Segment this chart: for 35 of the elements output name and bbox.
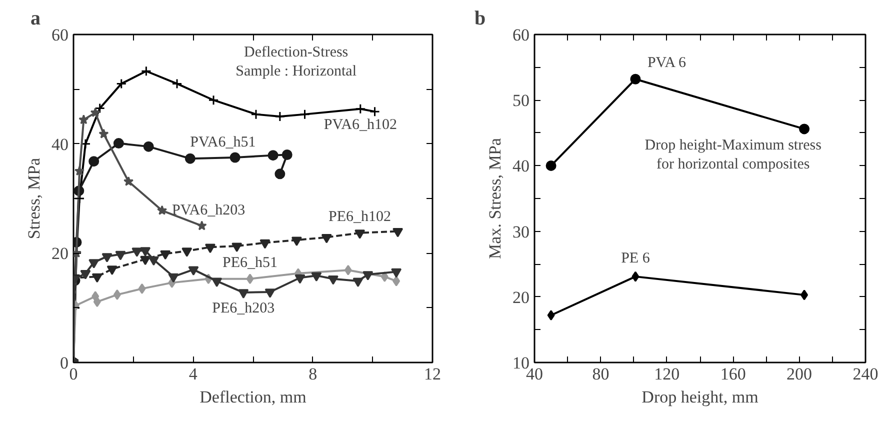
x-tick-label: 200	[786, 364, 812, 384]
y-axis-title: Stress, MPa	[24, 157, 44, 240]
y-tick-label: 50	[512, 91, 530, 110]
x-tick-label: 160	[720, 364, 746, 384]
annotation: PE6_h102	[328, 208, 392, 225]
annotation: for horizontal composites	[656, 156, 810, 173]
y-tick-label: 20	[52, 244, 68, 264]
x-axis-title: Deflection, mm	[200, 388, 306, 406]
x-axis-title: Drop height, mm	[642, 388, 758, 406]
x-tick-label: 12	[424, 364, 441, 384]
x-tick-label: 8	[308, 364, 318, 384]
x-tick-label: 4	[188, 364, 198, 384]
annotation: PVA6_h51	[190, 134, 256, 151]
y-tick-label: 30	[512, 222, 530, 242]
annotation: Sample : Horizontal	[236, 64, 356, 80]
annotation: Deflection-Stress	[244, 44, 348, 61]
annotation: PVA 6	[647, 55, 686, 72]
y-axis-title: Max. Stress, MPa	[486, 138, 504, 259]
x-tick-label: 120	[654, 364, 680, 384]
annotation: PVA6_h102	[324, 116, 397, 133]
y-tick-label: 40	[512, 156, 530, 176]
chart-title: a	[30, 8, 40, 30]
annotation: PE6_h51	[222, 254, 278, 271]
y-tick-label: 60	[52, 26, 68, 44]
y-tick-label: 40	[52, 134, 68, 154]
annotation: PE 6	[621, 250, 650, 267]
y-tick-label: 20	[512, 288, 530, 307]
y-tick-label: 60	[512, 26, 530, 44]
annotation: PVA6_h203	[172, 202, 246, 219]
x-tick-label: 80	[592, 364, 610, 384]
annotation: PE6_h203	[212, 300, 275, 317]
x-tick-label: 240	[852, 364, 878, 384]
annotation: Drop height-Maximum stress	[644, 138, 822, 154]
chart-title: b	[474, 8, 486, 30]
y-tick-label: 10	[512, 354, 530, 372]
